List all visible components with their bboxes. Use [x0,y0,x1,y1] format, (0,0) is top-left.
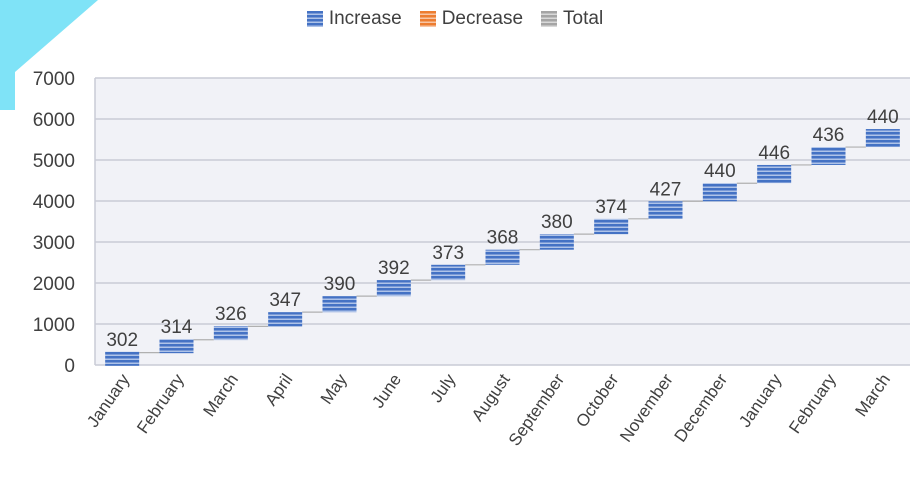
data-label: 368 [487,228,519,249]
x-tick-label: April [261,370,296,409]
waterfall-bar-13 [757,164,792,184]
data-label: 373 [432,243,464,264]
data-label: 302 [106,330,138,351]
data-label: 427 [650,179,682,200]
x-tick-label: February [133,370,188,437]
waterfall-bar-1 [105,351,140,366]
waterfall-bar-15 [865,129,900,148]
x-tick-label: July [427,370,460,406]
data-label: 380 [541,212,573,233]
x-tick-label: September [505,370,568,449]
x-tick-label: March [199,370,242,420]
legend-label-decrease: Decrease [441,8,524,29]
data-label: 436 [813,125,845,146]
waterfall-bar-3 [213,326,248,341]
chart-legend: Increase Decrease Total [0,8,910,30]
total-swatch-icon [541,11,558,27]
decorative-corner-shape [0,0,98,110]
waterfall-bar-6 [376,280,411,297]
y-tick-label: 7000 [33,69,75,90]
data-label: 390 [324,274,356,295]
waterfall-bar-11 [648,201,683,219]
data-label: 314 [161,317,193,338]
x-tick-label: May [317,370,351,408]
x-tick-label: December [671,370,732,445]
x-tick-label: March [851,370,894,420]
y-tick-label: 2000 [33,274,75,295]
legend-label-total: Total [563,8,604,29]
waterfall-bar-14 [811,147,846,165]
x-tick-label: October [572,370,622,431]
x-tick-label: June [368,370,405,411]
y-tick-label: 6000 [33,110,75,131]
waterfall-bar-7 [431,264,466,281]
increase-swatch-icon [306,11,323,27]
x-tick-label: January [83,370,134,431]
y-tick-label: 4000 [33,192,75,213]
plot-area [95,78,910,365]
y-tick-label: 3000 [33,233,75,254]
legend-item-decrease[interactable]: Decrease [419,8,524,30]
waterfall-bar-4 [268,312,303,327]
x-tick-label: November [616,370,677,445]
legend-item-increase[interactable]: Increase [306,8,402,30]
waterfall-bar-9 [539,234,574,250]
decrease-swatch-icon [419,11,436,27]
waterfall-bar-10 [594,218,629,235]
data-label: 446 [758,143,790,164]
waterfall-bar-5 [322,296,357,313]
data-label: 440 [704,161,736,182]
waterfall-bar-2 [159,339,194,354]
y-tick-label: 1000 [33,315,75,336]
data-label: 374 [595,197,627,218]
data-label: 440 [867,107,899,128]
legend-label-increase: Increase [328,8,402,29]
y-tick-label: 5000 [33,151,75,172]
data-label: 392 [378,258,410,279]
waterfall-bar-12 [702,183,737,202]
x-tick-label: August [468,370,514,424]
y-tick-label: 0 [64,356,75,377]
waterfall-bar-8 [485,249,520,265]
legend-item-total[interactable]: Total [541,8,603,30]
data-label: 347 [269,290,301,311]
x-tick-label: January [735,370,786,431]
data-label: 326 [215,304,247,325]
x-tick-label: February [785,370,840,437]
